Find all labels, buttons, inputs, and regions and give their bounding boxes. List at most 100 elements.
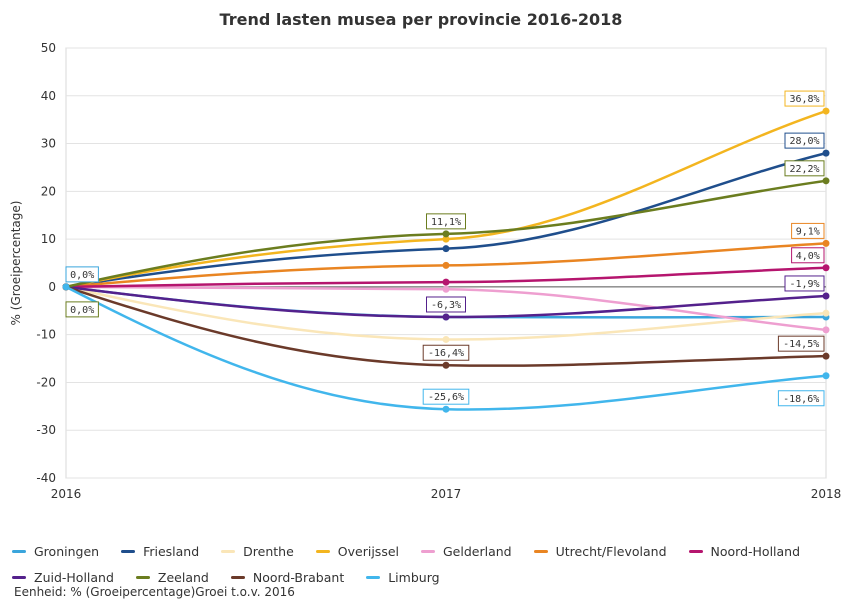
data-point [442, 278, 450, 286]
data-label-box [426, 213, 466, 230]
data-point [442, 261, 450, 269]
legend-label: Groningen [34, 543, 100, 559]
data-point [442, 405, 450, 413]
legend-item[interactable]: Groningen [12, 544, 99, 559]
data-label: 0,0% [70, 270, 94, 281]
line-chart: -40 -30 -20 -10 0 10 20 30 40 50 2016 2017 2018 % (Gr… [9, 41, 842, 501]
data-label: -1,9% [789, 279, 819, 290]
legend-item[interactable]: Overijssel [315, 543, 399, 559]
legend-swatch [121, 549, 136, 553]
legend-label: Noord-Holland [710, 543, 801, 559]
footnote: Eenheid: % (Groeipercentage)Groei t.o.v.… [14, 585, 295, 599]
data-point [442, 235, 450, 243]
data-point [442, 230, 450, 238]
data-point [822, 352, 830, 360]
data-label: 22,2% [789, 164, 819, 175]
data-point [442, 335, 450, 343]
data-point [442, 245, 450, 253]
data-label-box [422, 344, 470, 361]
y-tick-label: -20 [36, 375, 56, 389]
data-label-box [65, 301, 99, 318]
legend-swatch [688, 549, 703, 553]
legend-swatch [230, 575, 245, 579]
data-label-box [784, 160, 825, 177]
data-label-box [426, 296, 466, 313]
data-label: 0,0% [70, 305, 94, 316]
legend-item[interactable]: Limburg [366, 569, 440, 585]
data-point [442, 313, 450, 321]
y-tick-label: -40 [36, 471, 56, 485]
legend-label: Zuid-Holland [34, 569, 114, 585]
data-label-box [784, 275, 825, 292]
y-axis-label: % (Groeipercentage) [9, 201, 23, 326]
data-point [822, 372, 830, 380]
x-tick-label: 2018 [811, 487, 842, 501]
data-label: 36,8% [789, 94, 819, 105]
data-label-box [777, 390, 825, 407]
y-tick-label: 30 [41, 137, 56, 151]
series-line [65, 285, 827, 341]
data-point [822, 292, 830, 300]
legend-swatch [533, 549, 548, 553]
chart-legend: Groningen Friesland Drenthe Overijssel Gelde… [12, 538, 832, 590]
data-label-box [65, 266, 99, 283]
data-point [62, 283, 70, 291]
legend-row: Groningen Friesland Drenthe Overijssel Gelde… [12, 538, 832, 564]
data-label: 11,1% [431, 217, 461, 228]
y-tick-label: -10 [36, 328, 56, 342]
data-label: -18,6% [783, 394, 819, 405]
legend-label: Zeeland [157, 569, 209, 585]
legend-item[interactable]: Zuid-Holland [12, 570, 114, 585]
legend-swatch [421, 549, 435, 553]
data-point [822, 264, 830, 272]
x-tick-label: 2017 [431, 487, 462, 501]
legend-label: Limburg [388, 569, 440, 585]
legend-label: Friesland [143, 543, 200, 559]
data-label-box [777, 335, 825, 352]
data-point [442, 285, 450, 293]
legend-item[interactable]: Drenthe [221, 544, 294, 559]
data-point [822, 326, 830, 334]
data-point [822, 239, 830, 247]
data-label: 4,0% [796, 251, 820, 262]
legend-label: Utrecht/Flevoland [555, 543, 667, 559]
legend-swatch [366, 575, 381, 579]
data-label: 9,1% [796, 226, 820, 237]
legend-swatch [221, 549, 236, 553]
legend-label: Gelderland [443, 543, 512, 559]
legend-item[interactable]: Noord-Brabant [230, 569, 345, 585]
legend-item[interactable]: Utrecht/Flevoland [533, 543, 667, 559]
legend-item[interactable]: Noord-Holland [688, 543, 801, 559]
legend-item[interactable]: Zeeland [135, 569, 209, 585]
legend-item[interactable]: Gelderland [421, 544, 512, 559]
data-label-box [422, 388, 470, 405]
data-label: 28,0% [789, 136, 819, 147]
legend-label: Overijssel [337, 543, 399, 559]
y-tick-label: 20 [41, 184, 56, 198]
legend-label: Noord-Brabant [252, 569, 345, 585]
legend-item[interactable]: Friesland [121, 544, 199, 559]
legend-swatch [12, 575, 26, 579]
data-label-box [791, 247, 825, 264]
data-point [442, 361, 450, 369]
y-tick-label: -30 [36, 423, 56, 437]
data-label: -25,6% [428, 392, 464, 403]
data-label-box [791, 222, 825, 239]
data-label: -6,3% [431, 300, 461, 311]
data-point [822, 107, 830, 115]
data-label-box [784, 90, 825, 107]
data-label: -16,4% [428, 348, 464, 359]
legend-swatch [12, 549, 26, 553]
legend-swatch [315, 549, 330, 553]
legend-label: Drenthe [243, 543, 294, 559]
data-label: -14,5% [783, 339, 819, 350]
y-tick-label: 0 [48, 280, 56, 294]
y-tick-label: 50 [41, 41, 56, 55]
data-point [822, 149, 830, 157]
y-tick-label: 10 [41, 232, 56, 246]
legend-row: Zuid-Holland Zeeland Noord-Brabant Limburg [12, 564, 832, 590]
x-tick-label: 2016 [51, 487, 82, 501]
chart-title: Trend lasten musea per provincie 2016-20… [219, 10, 623, 29]
legend-swatch [135, 575, 150, 579]
data-point [822, 309, 830, 317]
